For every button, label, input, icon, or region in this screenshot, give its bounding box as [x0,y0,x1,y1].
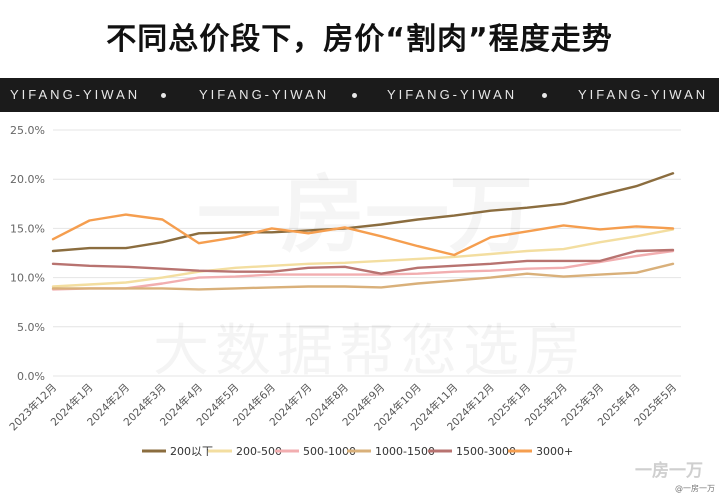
banner-text: YIFANG-YIWAN [10,87,141,102]
y-tick-label: 0.0% [17,370,45,383]
watermark-top: 一房一万 [197,166,533,264]
legend-label: 200-500 [236,445,282,456]
y-tick-label: 15.0% [10,222,45,235]
y-axis-ticks: 0.0% 5.0% 10.0% 15.0% 20.0% 25.0% [10,124,45,383]
banner-text: YIFANG-YIWAN [387,87,518,102]
x-tick-label: 2023年12月 [7,381,59,433]
footer-logo: 一房一万 [635,461,703,481]
line-chart: 一房一万 大数据帮您选房 0.0% 5.0% 10.0% 15.0% 20.0% 25.0… [7,124,681,456]
y-tick-label: 25.0% [10,124,45,137]
series-line-200-500 [51,228,675,288]
legend-label: 500-1000 [303,445,356,456]
brand-banner: YIFANG-YIWAN YIFANG-YIWAN YIFANG-YIWAN Y… [0,78,719,112]
legend: 200以下 200-500 500-1000 1000-1500 1500-3000 30… [142,445,573,456]
legend-label: 1000-1500 [375,445,435,456]
legend-label: 1500-3000 [456,445,516,456]
legend-label: 3000+ [536,445,573,456]
footer-small-logo: @一房一万 [675,484,715,493]
watermark-bottom: 大数据帮您选房 [153,319,587,384]
series-line-200以下 [51,172,675,253]
banner-dot [161,93,166,98]
legend-label: 200以下 [170,445,213,456]
y-tick-label: 10.0% [10,272,45,285]
series-line-3000+ [51,213,675,257]
x-axis-ticks: 2023年12月2024年1月2024年2月2024年3月2024年4月2024… [7,381,679,433]
chart-title: 不同总价段下，房价“割肉”程度走势 [106,22,613,57]
banner-dot [542,93,547,98]
series-lines [51,172,675,291]
banner-dot [352,93,357,98]
banner-text: YIFANG-YIWAN [199,87,330,102]
series-line-1000-1500 [51,262,675,291]
series-line-1500-3000 [51,248,675,275]
banner-text: YIFANG-YIWAN [578,87,709,102]
series-line-500-1000 [51,249,675,291]
y-tick-label: 5.0% [17,321,45,334]
y-tick-label: 20.0% [10,173,45,186]
